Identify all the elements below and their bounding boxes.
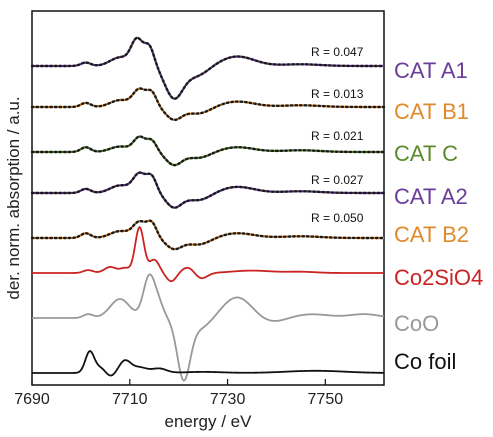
x-axis-ticks: 7690 7710 7730 7750 <box>14 379 343 408</box>
legend-cat-b1: CAT B1 <box>394 99 469 124</box>
curve-cat-c-fit <box>30 135 386 167</box>
r-value-cat-c: R = 0.021 <box>311 129 364 143</box>
r-value-cat-b2: R = 0.050 <box>311 211 364 225</box>
legend-co-foil: Co foil <box>394 349 456 374</box>
x-tick-label: 7690 <box>14 391 50 408</box>
legend-cat-c: CAT C <box>394 141 458 166</box>
curve-coo <box>32 273 385 382</box>
x-tick-label: 7750 <box>308 391 344 408</box>
x-tick-label: 7710 <box>112 391 148 408</box>
r-value-cat-a2: R = 0.027 <box>311 173 364 187</box>
curve-cat-b1-fit <box>30 87 386 122</box>
curve-cat-a1-fit <box>30 36 386 100</box>
r-value-cat-a1: R = 0.047 <box>311 45 364 59</box>
legend-coo: CoO <box>394 311 439 336</box>
curve-co-foil <box>32 350 385 377</box>
y-axis-label: der. norm. absorption / a.u. <box>4 96 23 299</box>
curve-cat-a2-fit <box>30 171 386 209</box>
x-tick-label: 7730 <box>210 391 246 408</box>
r-value-cat-b1: R = 0.013 <box>311 87 364 101</box>
plot-frame <box>31 10 385 386</box>
x-axis-label: energy / eV <box>165 412 253 431</box>
curve-co2sio4 <box>32 225 384 283</box>
curve-cat-b2-fit <box>30 219 386 251</box>
legend-cat-a1: CAT A1 <box>394 58 468 83</box>
curves-group <box>30 36 386 382</box>
legend-co2sio4: Co2SiO4 <box>394 265 483 290</box>
legend-cat-b2: CAT B2 <box>394 222 469 247</box>
legend-group: CAT A1 CAT B1 CAT C CAT A2 CAT B2 Co2SiO4 CoO C… <box>394 58 483 374</box>
r-labels-group: R = 0.047 R = 0.013 R = 0.021 R = 0.027 R = … <box>311 45 364 225</box>
legend-cat-a2: CAT A2 <box>394 184 468 209</box>
